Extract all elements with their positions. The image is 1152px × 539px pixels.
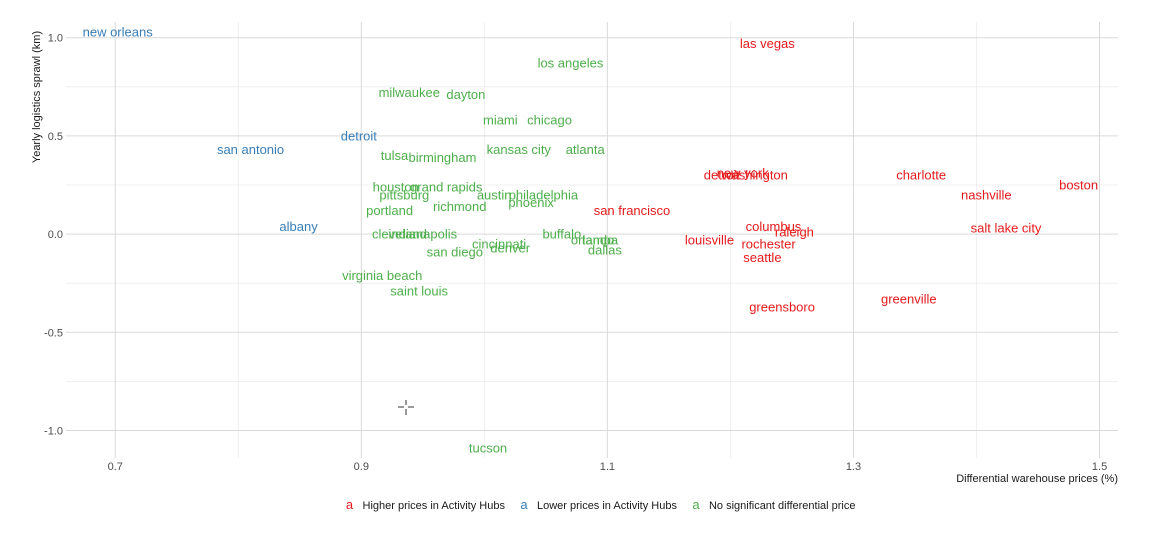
city-label-none: buffalo (542, 227, 581, 242)
y-axis-title: Yearly logistics sprawl (km) (31, 31, 43, 163)
city-label-none: milwaukee (379, 85, 440, 100)
city-label-none: philadelphia (509, 187, 579, 202)
legend-key-higher: a (346, 497, 354, 512)
major-gridlines (66, 22, 1118, 458)
city-label-none: orlando (571, 233, 614, 248)
city-label-higher: nashville (961, 187, 1012, 202)
city-label-none: denver (490, 240, 530, 255)
city-label-none: tulsa (381, 148, 409, 163)
legend-label-lower: Lower prices in Activity Hubs (537, 500, 677, 512)
city-label-none: atlanta (566, 142, 606, 157)
city-label-none: phoenix (508, 195, 554, 210)
city-label-higher: rochester (741, 236, 796, 251)
y-tick-label: -0.5 (44, 327, 63, 339)
city-label-higher: raleigh (775, 225, 814, 240)
city-label-higher: salt lake city (971, 221, 1042, 236)
city-label-lower: new orleans (83, 24, 154, 39)
city-label-none: grand rapids (410, 179, 483, 194)
x-tick-label: 1.5 (1092, 461, 1107, 473)
legend-key-lower: a (520, 497, 528, 512)
legend-label-higher: Higher prices in Activity Hubs (363, 500, 506, 512)
city-label-none: indianapolis (388, 227, 457, 242)
city-label-none: tampa (582, 233, 619, 248)
city-label-none: miami (483, 113, 518, 128)
minor-gridlines (66, 22, 1118, 458)
city-label-none: saint louis (390, 284, 448, 299)
city-label-none: virginia beach (342, 268, 422, 283)
city-label-higher: boston (1059, 178, 1098, 193)
city-label-lower: san antonio (217, 142, 284, 157)
city-label-lower: albany (279, 219, 318, 234)
city-label-none: san diego (427, 244, 483, 259)
city-label-none: austin (477, 187, 512, 202)
x-tick-label: 0.7 (108, 461, 123, 473)
city-label-higher: san francisco (594, 203, 671, 218)
city-label-none: birmingham (409, 150, 477, 165)
y-axis-ticks: -1.0 -0.5 0.0 0.5 1.0 (44, 33, 63, 438)
city-label-none: tucson (469, 441, 507, 456)
legend: a Higher prices in Activity Hubs a Lower pr… (346, 497, 856, 512)
x-axis-ticks: 0.7 0.9 1.1 1.3 1.5 (108, 461, 1108, 473)
city-label-higher: greenville (881, 291, 937, 306)
legend-label-none: No significant differential price (709, 500, 856, 512)
x-tick-label: 0.9 (354, 461, 369, 473)
city-label-none: richmond (433, 199, 486, 214)
city-label-none: cincinnati (472, 236, 526, 251)
city-label-higher: new york (717, 166, 770, 181)
city-label-lower: detroit (341, 128, 378, 143)
city-label-higher: columbus (746, 219, 802, 234)
crosshair-cursor-icon (398, 400, 414, 415)
city-label-none: kansas city (487, 142, 552, 157)
x-axis-title: Differential warehouse prices (%) (956, 473, 1118, 485)
city-label-none: houston (373, 179, 419, 194)
y-tick-label: -1.0 (44, 426, 63, 438)
city-label-none: dallas (588, 242, 622, 257)
legend-key-none: a (692, 497, 700, 512)
city-label-higher: washington (721, 168, 788, 183)
city-label-none: los angeles (538, 56, 604, 71)
city-label-higher: detroit (704, 168, 741, 183)
city-label-none: portland (366, 203, 413, 218)
city-label-none: pittsburg (379, 187, 429, 202)
city-label-none: cleveland (372, 227, 427, 242)
city-label-higher: seattle (743, 250, 781, 265)
city-label-none: dayton (446, 87, 485, 102)
x-tick-label: 1.1 (600, 461, 615, 473)
city-label-higher: las vegas (740, 36, 795, 51)
x-tick-label: 1.3 (846, 461, 861, 473)
y-tick-label: 1.0 (48, 33, 63, 45)
city-label-higher: louisville (685, 233, 734, 248)
city-label-higher: charlotte (896, 168, 946, 183)
city-label-higher: greensboro (749, 299, 815, 314)
y-tick-label: 0.5 (48, 131, 63, 143)
city-label-none: chicago (527, 113, 572, 128)
y-tick-label: 0.0 (48, 229, 63, 241)
